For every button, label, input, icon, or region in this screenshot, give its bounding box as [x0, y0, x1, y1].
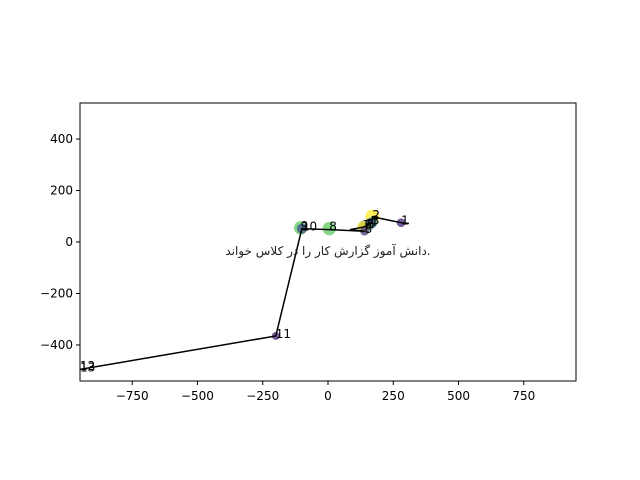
x-tick-label: 750: [512, 389, 535, 403]
point-label: 11: [276, 327, 291, 341]
point-label: 6: [365, 218, 373, 232]
plot-background: [80, 103, 576, 381]
x-tick-label: −250: [246, 389, 279, 403]
x-tick-label: 250: [382, 389, 405, 403]
x-tick-label: −500: [181, 389, 214, 403]
point-label: 2: [372, 208, 380, 222]
y-tick-label: 200: [50, 184, 73, 198]
point-label: 3: [372, 214, 380, 228]
axes: −750 −500 −250 0 250 500 750 −400 −200 0 200 400: [40, 132, 535, 403]
point-label: 10: [302, 220, 317, 234]
point-label: 8: [365, 222, 373, 236]
point-label: 4: [370, 215, 378, 229]
chart-marks: [80, 209, 409, 371]
point-label: 5: [367, 217, 375, 231]
point-label: 1: [401, 214, 409, 228]
point-label: 13: [80, 360, 95, 374]
series-line: [80, 215, 409, 371]
y-tick-label: −400: [40, 338, 73, 352]
point-label: 8: [329, 220, 337, 234]
y-tick-label: 0: [65, 235, 73, 249]
chart-annotation: دانش آموز گزارش کار را در کلاس خواند.: [225, 243, 430, 259]
point-label: 7: [363, 218, 371, 232]
x-tick-label: −750: [116, 389, 149, 403]
y-tick-label: −200: [40, 286, 73, 300]
x-tick-label: 0: [324, 389, 332, 403]
scatter-point: [322, 221, 336, 236]
point-label: 12: [80, 359, 95, 373]
point-label: 9: [301, 219, 309, 233]
y-tick-label: 400: [50, 132, 73, 146]
x-tick-label: 500: [447, 389, 470, 403]
